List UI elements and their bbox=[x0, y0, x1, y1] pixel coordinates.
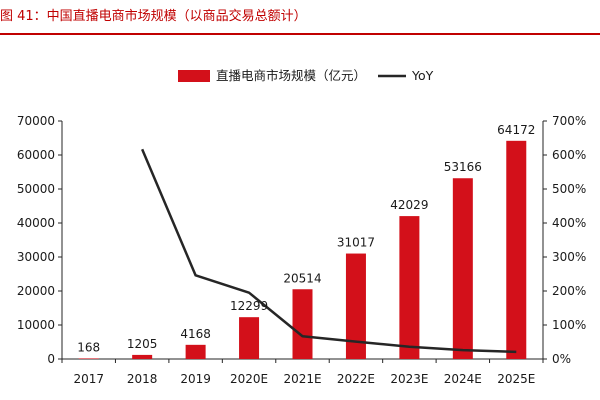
left-tick-label: 10000 bbox=[17, 318, 55, 332]
bar bbox=[185, 344, 206, 359]
x-tick-label: 2023E bbox=[390, 372, 428, 386]
data-label: 31017 bbox=[337, 236, 375, 250]
bar bbox=[132, 354, 153, 359]
x-tick-label: 2022E bbox=[337, 372, 375, 386]
right-tick-label: 400% bbox=[552, 216, 586, 230]
x-tick-label: 2020E bbox=[230, 372, 268, 386]
x-tick-label: 2025E bbox=[497, 372, 535, 386]
bar bbox=[345, 253, 366, 359]
bar bbox=[399, 216, 420, 359]
data-label: 42029 bbox=[390, 198, 428, 212]
right-tick-label: 500% bbox=[552, 182, 586, 196]
data-label: 12299 bbox=[230, 299, 268, 313]
figure-title: 图 41：中国直播电商市场规模（以商品交易总额计） bbox=[0, 9, 307, 24]
right-tick-label: 700% bbox=[552, 114, 586, 128]
data-label: 4168 bbox=[180, 327, 211, 341]
right-tick-label: 0% bbox=[552, 352, 571, 366]
legend-bar-label: 直播电商市场规模（亿元） bbox=[216, 68, 366, 83]
legend-line-label: YoY bbox=[411, 68, 434, 83]
yoy-line bbox=[141, 148, 517, 354]
bar bbox=[239, 317, 260, 359]
x-tick-label: 2021E bbox=[283, 372, 321, 386]
data-label: 20514 bbox=[283, 271, 321, 285]
right-tick-label: 600% bbox=[552, 148, 586, 162]
title-divider bbox=[0, 33, 600, 35]
left-tick-label: 40000 bbox=[17, 216, 55, 230]
right-tick-label: 300% bbox=[552, 250, 586, 264]
bar bbox=[292, 289, 313, 359]
data-labels: 168 1205 4168 12299 20514 31017 42029 53166 6417… bbox=[77, 123, 535, 355]
x-tick-label: 2019 bbox=[180, 372, 211, 386]
left-tick-label: 0 bbox=[47, 352, 55, 366]
left-tick-label: 50000 bbox=[17, 182, 55, 196]
data-label: 168 bbox=[77, 340, 100, 354]
x-tick-label: 2017 bbox=[73, 372, 104, 386]
legend-bar-swatch bbox=[178, 70, 210, 82]
legend: 直播电商市场规模（亿元） YoY bbox=[178, 68, 434, 83]
x-tick-label: 2018 bbox=[127, 372, 158, 386]
data-label: 64172 bbox=[497, 123, 535, 137]
bar bbox=[452, 178, 473, 359]
data-label: 53166 bbox=[444, 160, 482, 174]
left-tick-label: 20000 bbox=[17, 284, 55, 298]
bar bbox=[506, 140, 527, 359]
right-tick-label: 100% bbox=[552, 318, 586, 332]
x-tick-label: 2024E bbox=[444, 372, 482, 386]
left-tick-label: 60000 bbox=[17, 148, 55, 162]
bar-series bbox=[78, 140, 527, 359]
left-tick-label: 70000 bbox=[17, 114, 55, 128]
bar bbox=[78, 358, 99, 359]
left-tick-label: 30000 bbox=[17, 250, 55, 264]
yoy-line-series bbox=[141, 148, 517, 354]
right-tick-label: 200% bbox=[552, 284, 586, 298]
data-label: 1205 bbox=[127, 337, 158, 351]
